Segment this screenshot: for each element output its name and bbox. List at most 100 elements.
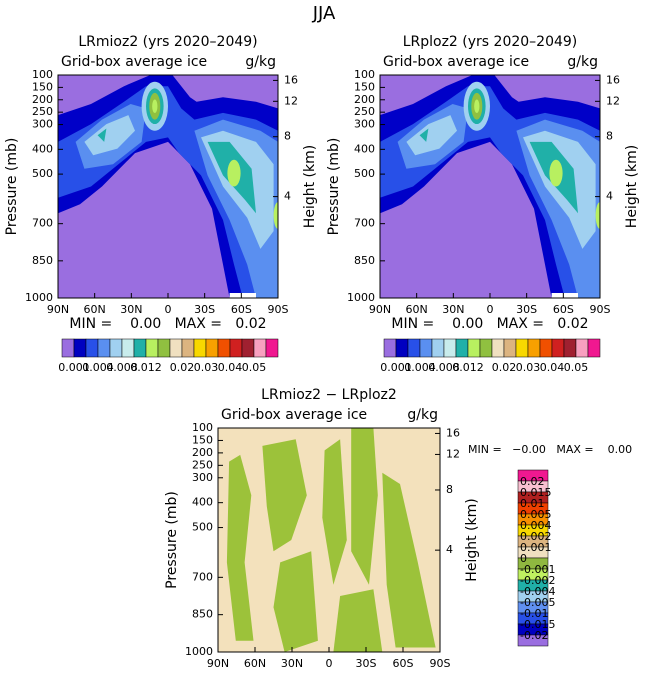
contour-fill [226, 454, 254, 641]
x-tick-label: 30S [356, 657, 377, 670]
y-tick-label: 1000 [347, 291, 375, 304]
colorbar-label: 0.02 [492, 361, 517, 374]
y-tick-label: 200 [192, 446, 213, 459]
colorbar-label: 0.005 [520, 508, 552, 521]
colorbar-box [503, 338, 517, 358]
y-tick-label: 250 [192, 458, 213, 471]
x-tick-label: 0 [487, 303, 494, 316]
contour-fill [152, 99, 158, 113]
colorbar-label: 0.001 [58, 361, 90, 374]
x-tick-label: 60N [84, 303, 106, 316]
colorbar-label: -0.015 [520, 618, 555, 631]
colorbar-box [563, 338, 577, 358]
y-axis-label: Pressure (mb) [4, 138, 20, 236]
colorbar-label: 0.008 [106, 361, 138, 374]
colorbar-box [73, 338, 87, 358]
panel-title: LRploz2 (yrs 2020–2049) [403, 34, 578, 50]
y-tick-label: 150 [32, 80, 53, 93]
y-tick-label: 700 [192, 570, 213, 583]
colorbar-box [217, 338, 231, 358]
panel-subtitle: Grid-box average ice [383, 54, 529, 70]
colorbar-box [587, 338, 601, 358]
missing-band [551, 293, 578, 298]
stats: MIN = 0.00 MAX = 0.02 [391, 316, 588, 332]
y-tick-label: 100 [354, 68, 375, 81]
colorbar-label: 0.04 [540, 361, 565, 374]
colorbar-box [419, 338, 433, 358]
y-tick-label: 300 [32, 118, 53, 131]
y-tick-label: 100 [192, 421, 213, 434]
colorbar-label: 0.012 [130, 361, 162, 374]
colorbar-box [491, 338, 505, 358]
y-tick-label: 400 [192, 496, 213, 509]
colorbar-box [169, 338, 183, 358]
y2-tick-label: 4 [446, 543, 453, 556]
y2-tick-label: 4 [606, 190, 613, 203]
panel: LRmioz2 − LRploz2 Grid-box average ice g/k… [164, 387, 632, 670]
x-tick-label: 30S [516, 303, 537, 316]
contour-fill [273, 202, 278, 229]
colorbar-box [395, 338, 409, 358]
colorbar-box [265, 338, 279, 358]
colorbar-box [431, 338, 445, 358]
y2-tick-label: 16 [284, 73, 298, 86]
contour-fill [474, 99, 480, 113]
y-tick-label: 300 [192, 471, 213, 484]
y-tick-label: 250 [354, 105, 375, 118]
colorbar-box [517, 634, 549, 647]
panel: LRploz2 (yrs 2020–2049) Grid-box average … [326, 34, 640, 374]
y-axis-label: Pressure (mb) [326, 138, 342, 236]
y2-tick-label: 12 [284, 94, 298, 107]
colorbar-label: -0.02 [520, 629, 548, 642]
contour-fill [322, 439, 347, 585]
colorbar-box [539, 338, 553, 358]
y2-tick-label: 16 [446, 426, 460, 439]
y-tick-label: 1000 [185, 645, 213, 658]
contour-fill [333, 589, 383, 652]
contour-fill [351, 428, 378, 585]
colorbar-box [407, 338, 421, 358]
y2-tick-label: 4 [284, 190, 291, 203]
y-tick-label: 200 [32, 93, 53, 106]
colorbar-label: 0 [520, 552, 527, 565]
colorbar-label: -0.01 [520, 607, 548, 620]
contour-fill [84, 115, 135, 156]
x-tick-label: 90N [207, 657, 229, 670]
contour-fill [406, 115, 457, 156]
colorbar-box [551, 338, 565, 358]
colorbar-label: 0.004 [404, 361, 436, 374]
contour-fill [273, 551, 318, 652]
colorbar-box [181, 338, 195, 358]
colorbar-box [109, 338, 123, 358]
colorbar-box [61, 338, 75, 358]
colorbar-box [97, 338, 111, 358]
colorbar-box [443, 338, 457, 358]
colorbar-label: -0.002 [520, 574, 555, 587]
colorbar-box [133, 338, 147, 358]
x-tick-label: 90N [369, 303, 391, 316]
units: g/kg [245, 54, 276, 70]
colorbar-box [205, 338, 219, 358]
y2-tick-label: 8 [446, 483, 453, 496]
stats: MIN = −0.00 MAX = 0.00 [468, 443, 632, 456]
colorbar-box [383, 338, 397, 358]
y-tick-label: 1000 [25, 291, 53, 304]
x-tick-label: 60S [231, 303, 252, 316]
y-tick-label: 700 [354, 217, 375, 230]
y-tick-label: 850 [354, 254, 375, 267]
y-tick-label: 400 [32, 142, 53, 155]
panel-subtitle: Grid-box average ice [221, 407, 367, 423]
x-tick-label: 90S [590, 303, 611, 316]
y2-tick-label: 12 [606, 94, 620, 107]
y-tick-label: 850 [32, 254, 53, 267]
x-tick-label: 30N [281, 657, 303, 670]
colorbar-box [515, 338, 529, 358]
panel-title: LRmioz2 (yrs 2020–2049) [78, 34, 257, 50]
x-tick-label: 90S [268, 303, 289, 316]
contour-fill [382, 472, 436, 648]
y-tick-label: 700 [32, 217, 53, 230]
stats: MIN = 0.00 MAX = 0.02 [69, 316, 266, 332]
colorbar-label: 0.05 [564, 361, 589, 374]
